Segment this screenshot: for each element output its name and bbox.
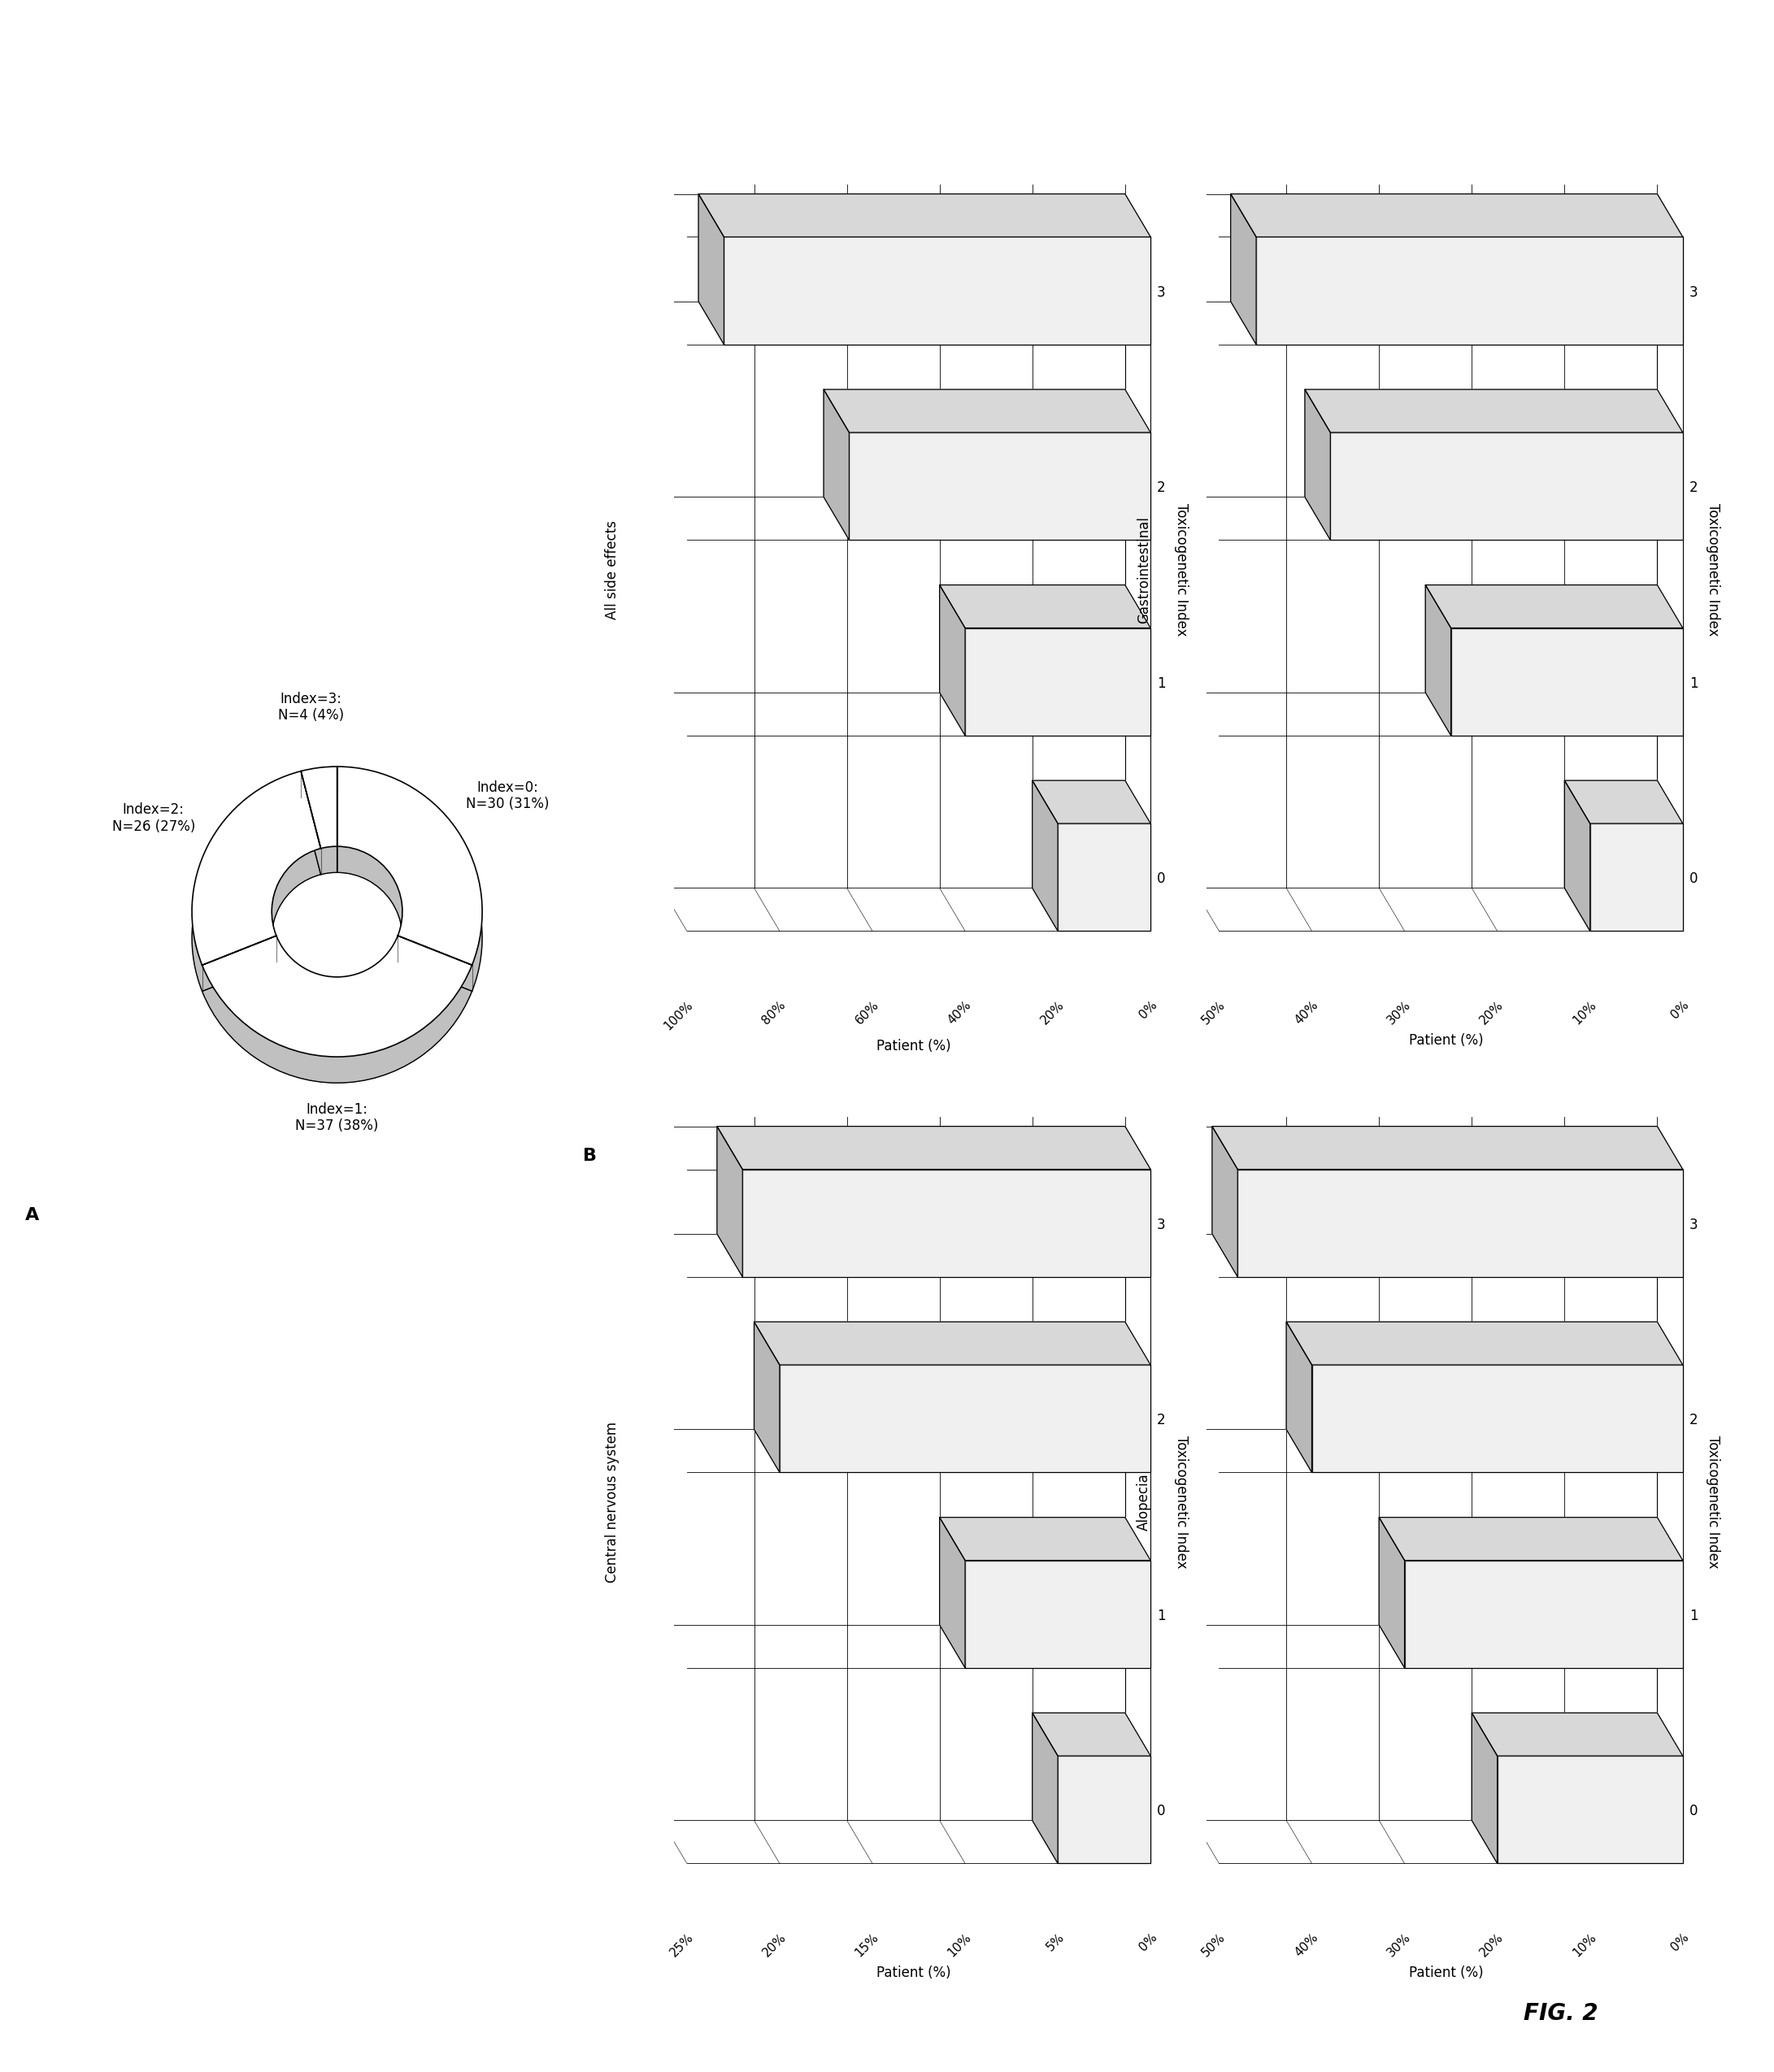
- Polygon shape: [1286, 1322, 1311, 1473]
- Polygon shape: [1425, 584, 1451, 736]
- Polygon shape: [1306, 390, 1330, 541]
- Y-axis label: Toxicogenetic Index: Toxicogenetic Index: [1707, 1436, 1721, 1569]
- Polygon shape: [1472, 1714, 1684, 1755]
- Wedge shape: [192, 798, 321, 990]
- Polygon shape: [717, 1127, 1151, 1169]
- Polygon shape: [1231, 195, 1256, 344]
- Polygon shape: [754, 1322, 1151, 1365]
- Wedge shape: [202, 961, 472, 1084]
- Polygon shape: [1286, 1322, 1684, 1365]
- Polygon shape: [1032, 1714, 1057, 1863]
- X-axis label: Patient (%): Patient (%): [1409, 1034, 1483, 1048]
- Polygon shape: [1032, 781, 1057, 930]
- Bar: [1311, 1365, 1684, 1473]
- Polygon shape: [1565, 781, 1684, 823]
- Polygon shape: [1032, 781, 1151, 823]
- Text: Index=0:
N=30 (31%): Index=0: N=30 (31%): [467, 779, 550, 812]
- Polygon shape: [1565, 781, 1590, 930]
- Text: FIG. 2: FIG. 2: [1524, 2002, 1598, 2024]
- Text: B: B: [584, 1148, 596, 1164]
- Wedge shape: [337, 794, 483, 990]
- Polygon shape: [1212, 1127, 1684, 1169]
- Polygon shape: [717, 1127, 743, 1276]
- Y-axis label: Toxicogenetic Index: Toxicogenetic Index: [1707, 503, 1721, 636]
- Text: Central nervous system: Central nervous system: [605, 1421, 619, 1583]
- Text: C: C: [1116, 1148, 1128, 1164]
- Text: Index=2:
N=26 (27%): Index=2: N=26 (27%): [112, 802, 195, 833]
- Text: Index=3:
N=4 (4%): Index=3: N=4 (4%): [279, 692, 344, 723]
- Wedge shape: [337, 767, 483, 966]
- Text: Alopecia: Alopecia: [1137, 1473, 1151, 1531]
- Bar: [965, 1560, 1151, 1668]
- Bar: [850, 433, 1151, 541]
- Bar: [1590, 823, 1684, 930]
- Polygon shape: [1425, 584, 1684, 628]
- Wedge shape: [302, 794, 337, 874]
- Wedge shape: [302, 767, 337, 847]
- Polygon shape: [1378, 1517, 1405, 1668]
- Text: All side effects: All side effects: [605, 520, 619, 620]
- Bar: [1256, 236, 1684, 344]
- Bar: [1451, 628, 1684, 736]
- Polygon shape: [699, 195, 1151, 236]
- Polygon shape: [1212, 1127, 1238, 1276]
- Polygon shape: [1378, 1517, 1684, 1560]
- Wedge shape: [192, 771, 321, 966]
- Polygon shape: [699, 195, 724, 344]
- X-axis label: Patient (%): Patient (%): [876, 1038, 951, 1053]
- Polygon shape: [823, 390, 1151, 433]
- Bar: [1238, 1169, 1684, 1276]
- Polygon shape: [1472, 1714, 1497, 1863]
- Text: A: A: [25, 1208, 39, 1225]
- Bar: [1057, 823, 1151, 930]
- Polygon shape: [940, 1517, 1151, 1560]
- Polygon shape: [940, 1517, 965, 1668]
- Y-axis label: Toxicogenetic Index: Toxicogenetic Index: [1174, 1436, 1189, 1569]
- Text: Gastrointestinal: Gastrointestinal: [1137, 516, 1151, 624]
- Polygon shape: [940, 584, 1151, 628]
- Bar: [1057, 1755, 1151, 1863]
- Polygon shape: [1231, 195, 1684, 236]
- Bar: [1330, 433, 1684, 541]
- Text: Index=1:
N=37 (38%): Index=1: N=37 (38%): [296, 1102, 378, 1133]
- Bar: [724, 236, 1151, 344]
- Polygon shape: [940, 584, 965, 736]
- Bar: [779, 1365, 1151, 1473]
- Y-axis label: Toxicogenetic Index: Toxicogenetic Index: [1174, 503, 1189, 636]
- Bar: [1405, 1560, 1684, 1668]
- Bar: [965, 628, 1151, 736]
- Polygon shape: [1032, 1714, 1151, 1755]
- X-axis label: Patient (%): Patient (%): [876, 1966, 951, 1981]
- Wedge shape: [202, 937, 472, 1057]
- Polygon shape: [1306, 390, 1684, 433]
- Bar: [1497, 1755, 1684, 1863]
- Bar: [743, 1169, 1151, 1276]
- Polygon shape: [754, 1322, 779, 1473]
- Polygon shape: [823, 390, 850, 541]
- X-axis label: Patient (%): Patient (%): [1409, 1966, 1483, 1981]
